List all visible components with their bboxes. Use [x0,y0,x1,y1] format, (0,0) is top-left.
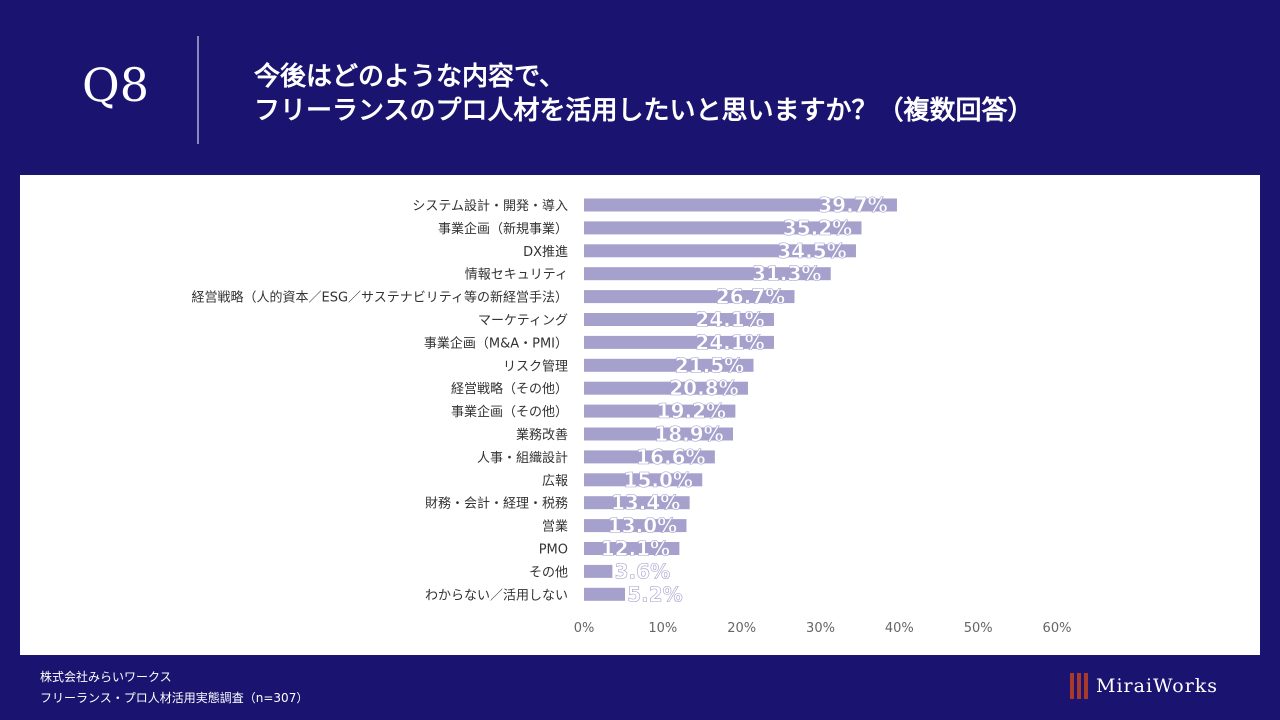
logo-mark-icon [1070,673,1088,699]
mirai-works-logo: MiraiWorks [1070,673,1218,699]
bar [584,404,736,418]
bar [584,450,715,464]
category-label: 事業企画（その他） [451,404,568,420]
category-label: マーケティング [478,314,568,329]
data-label: 12.1% [601,537,670,561]
x-tick-label: 30% [806,621,835,636]
title-line-1: 今後はどのような内容で、 [254,62,565,92]
x-tick-label: 10% [648,621,677,636]
data-label: 13.4% [611,491,680,515]
bar [584,221,862,235]
bar [584,427,733,441]
bar [584,542,680,555]
bar [584,335,774,349]
category-label: 情報セキュリティ [465,268,568,283]
x-tick-label: 40% [885,621,914,636]
bar [584,198,897,212]
category-label: 営業 [542,519,568,535]
bar [584,313,774,326]
bar [584,496,690,510]
category-label: 事業企画（M&A・PMI） [424,335,568,351]
x-tick-label: 60% [1043,621,1072,636]
footer-company: 株式会社みらいワークス [40,670,172,684]
footer: 株式会社みらいワークス フリーランス・プロ人材活用実態調査（n=307） [40,667,308,709]
category-label: 業務改善 [516,427,568,443]
bar-chart: システム設計・開発・導入 39.7% 事業企画（新規事業） 35.2% DX推進 34.5… [192,193,1072,636]
bar [584,290,795,304]
bar [584,381,748,395]
category-label: 事業企画（新規事業） [438,221,568,237]
bar [584,519,687,533]
category-label: 財務・会計・経理・税務 [425,496,568,512]
x-tick-label: 50% [964,621,993,636]
data-label: 24.1% [695,330,764,354]
bar [584,564,613,578]
data-label: 3.6% [615,559,670,583]
bar [584,267,831,281]
data-label: 15.0% [624,468,693,492]
title-line-2: フリーランスのプロ人材を活用したいと思いますか？（複数回答） [254,96,1034,126]
data-label: 20.8% [669,376,738,400]
data-label: 16.6% [636,445,705,469]
header-divider [197,36,199,144]
data-label: 39.7% [818,193,887,217]
category-label: DX推進 [523,245,568,260]
data-label: 13.0% [608,514,677,538]
category-label: システム設計・開発・導入 [412,198,568,214]
bar [584,244,856,258]
x-tick-label: 20% [727,621,756,636]
category-label: 広報 [542,474,568,489]
data-label: 18.9% [654,422,723,446]
category-label: その他 [529,565,568,580]
page-title: 今後はどのような内容で、 フリーランスのプロ人材を活用したいと思いますか？（複数… [254,60,1033,128]
data-label: 31.3% [752,262,821,286]
bar [584,358,754,372]
data-label: 5.2% [627,582,682,606]
category-label: リスク管理 [503,359,568,374]
data-label: 24.1% [695,308,764,332]
category-label: わからない／活用しない [425,588,568,603]
data-label: 26.7% [716,285,785,309]
data-label: 34.5% [777,239,846,263]
logo-text: MiraiWorks [1096,675,1219,697]
category-label: 経営戦略（その他） [451,381,568,397]
footer-survey: フリーランス・プロ人材活用実態調査（n=307） [40,691,309,705]
data-label: 19.2% [657,399,726,423]
data-label: 21.5% [675,353,744,377]
data-label: 35.2% [783,216,852,240]
category-label: 経営戦略（人的資本／ESG／サステナビリティ等の新経営手法） [192,290,569,306]
question-number: Q8 [82,58,149,112]
chart-panel: システム設計・開発・導入 39.7% 事業企画（新規事業） 35.2% DX推進 34.5… [20,175,1260,655]
bar [584,587,625,601]
x-tick-label: 0% [574,621,595,636]
bar [584,473,703,487]
category-label: PMO [539,543,568,558]
category-label: 人事・組織設計 [477,450,568,466]
